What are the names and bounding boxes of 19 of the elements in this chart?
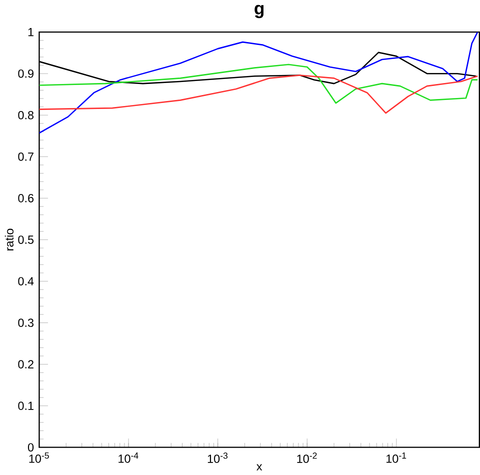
y-tick-label: 0.9 [18, 69, 34, 78]
y-tick-label: 0.1 [18, 402, 34, 410]
y-tick-label: 0.4 [18, 276, 34, 286]
y-tick-label: 0 [28, 443, 34, 452]
chart-title: g [254, 4, 264, 18]
x-tick-label: 10$^{-1}$ [386, 452, 406, 463]
y-tick-label: 1 [28, 28, 34, 36]
x-tick-label: 10$^{-3}$ [208, 452, 228, 463]
y-tick-label: 0.8 [18, 110, 34, 120]
y-tick-label: 0.5 [18, 235, 34, 244]
y-tick-label: 0.7 [18, 152, 34, 161]
y-axis-title: ratio [4, 228, 14, 250]
x-tick-label: 10$^{-4}$ [118, 452, 138, 463]
y-tick-label: 0.2 [18, 360, 34, 368]
x-tick-label: 10$^{-5}$ [29, 452, 49, 463]
x-axis-title: x [256, 464, 262, 470]
y-tick-label: 0.3 [18, 318, 34, 327]
y-tick-label: 0.6 [18, 194, 34, 202]
x-tick-label: 10$^{-2}$ [297, 452, 317, 463]
